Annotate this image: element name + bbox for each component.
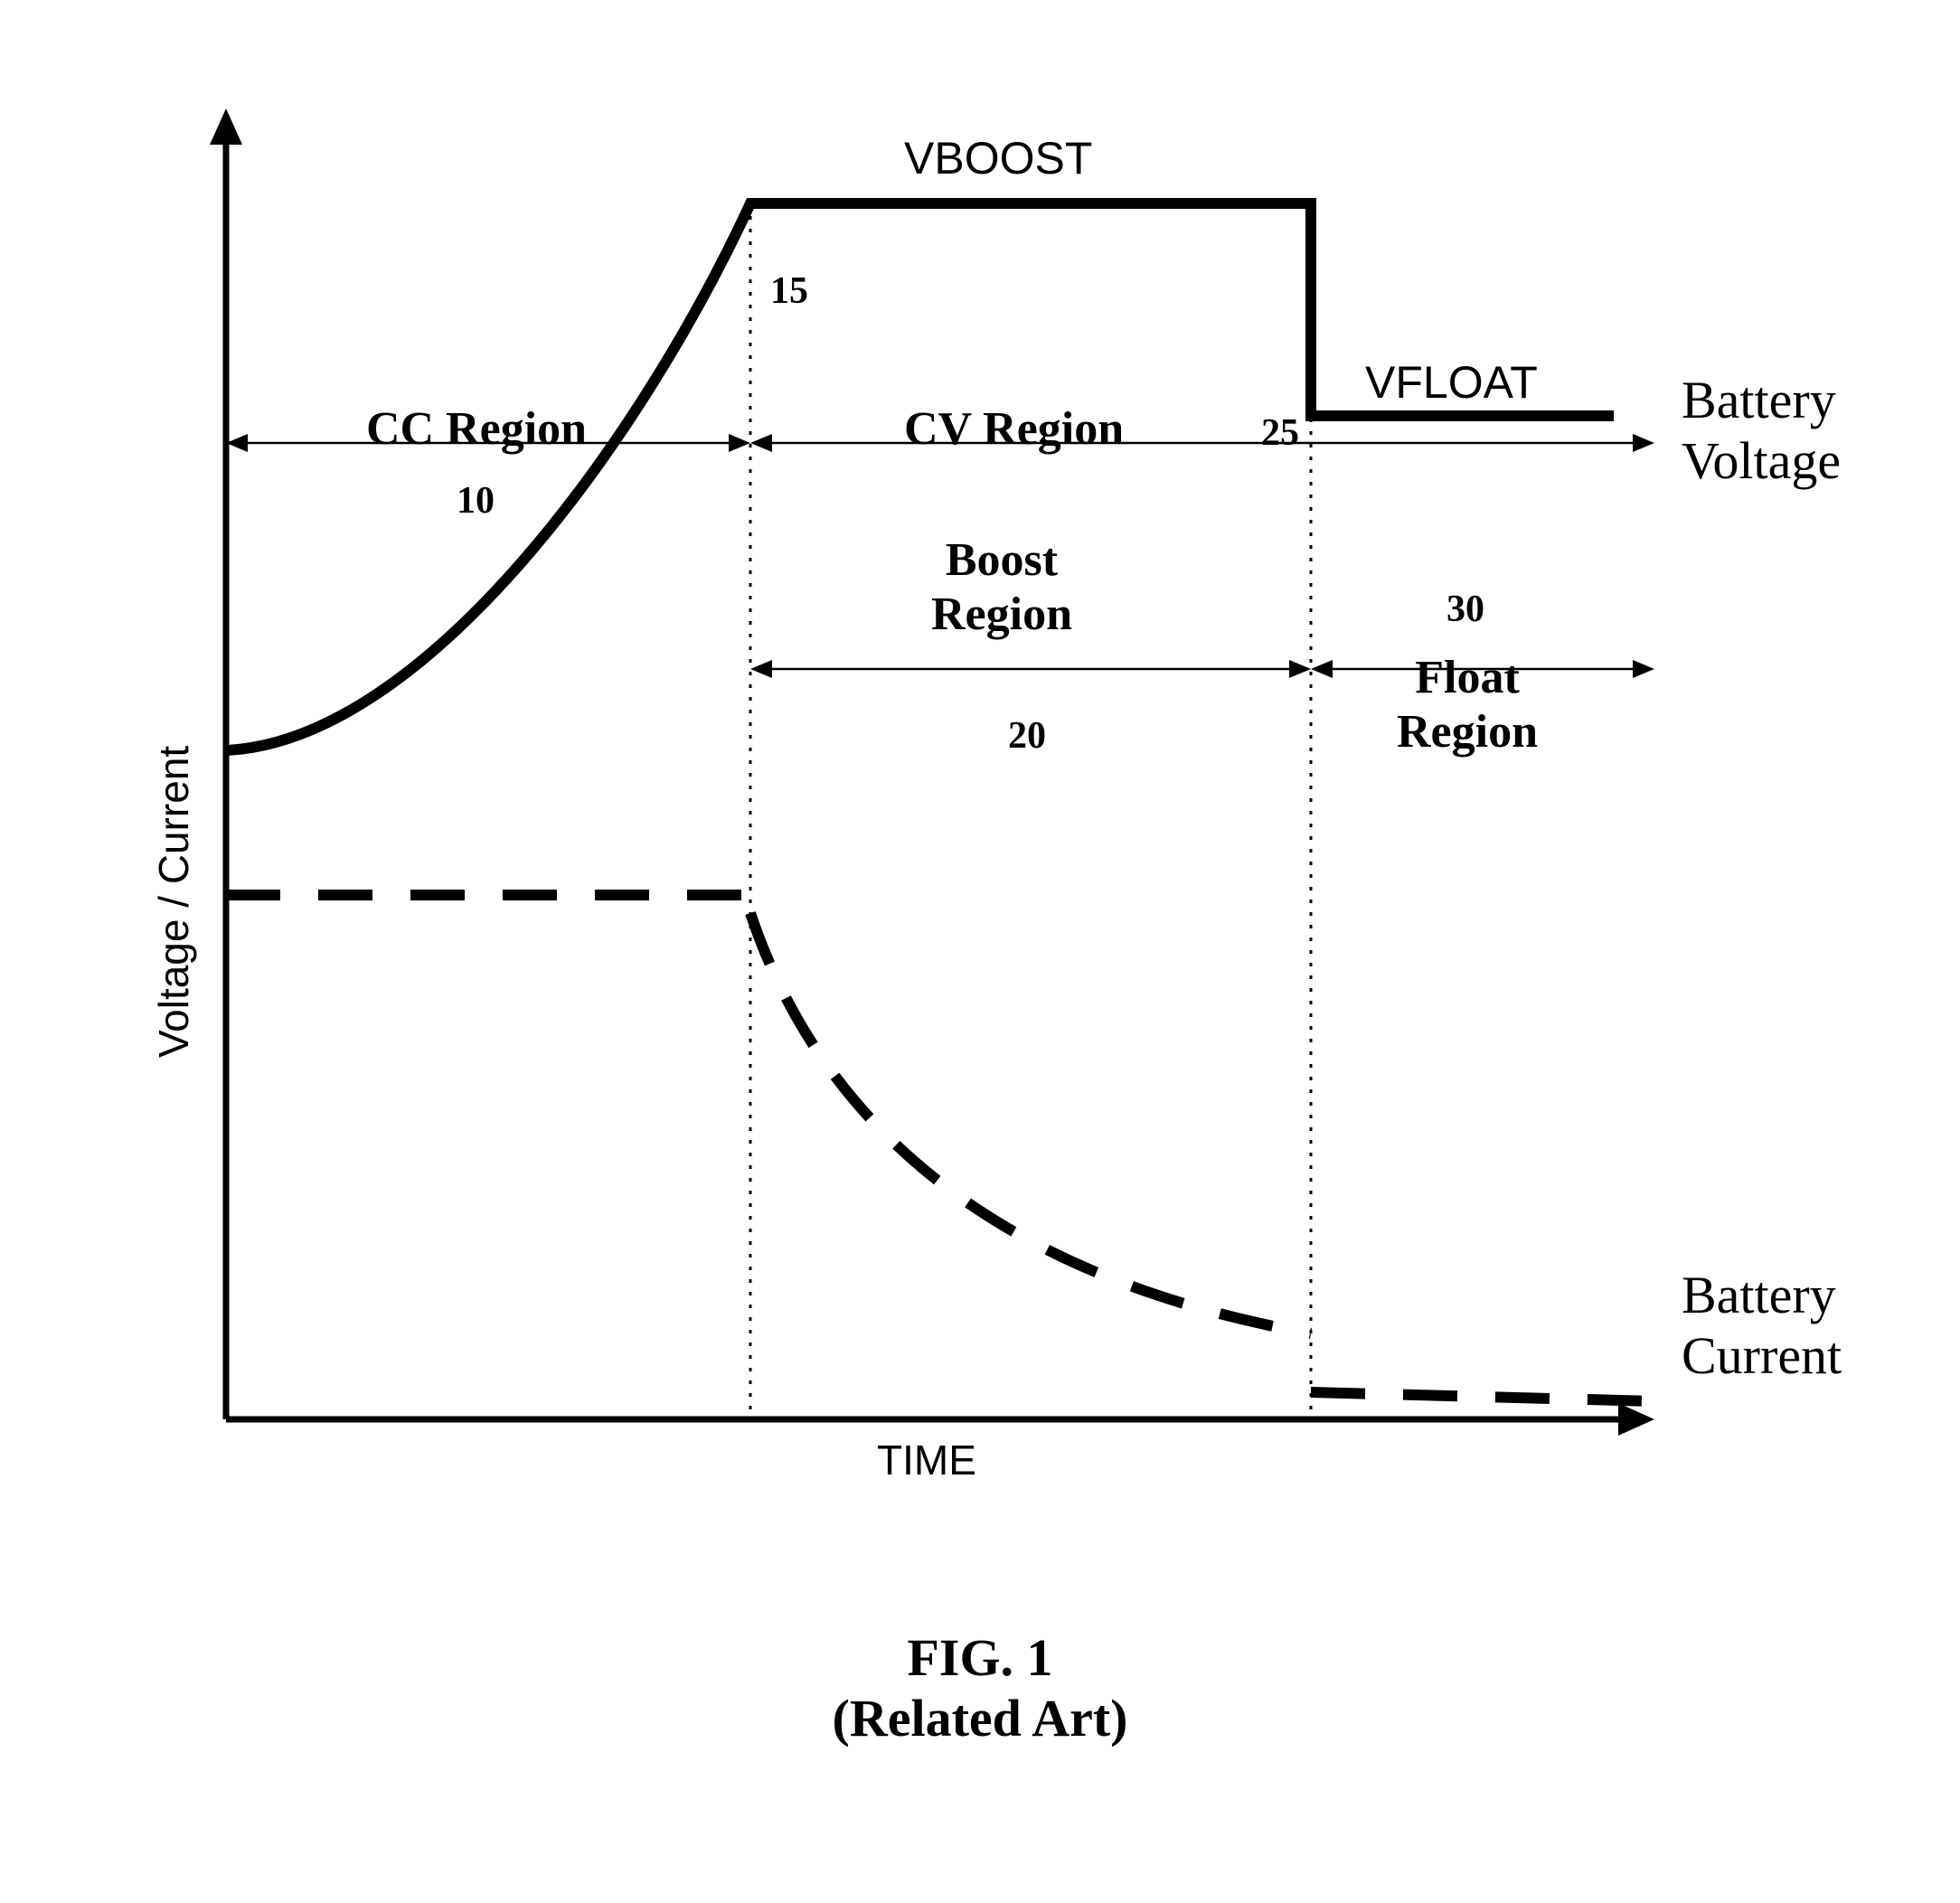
- ref-25: 25: [1261, 411, 1299, 455]
- chart-svg: [0, 0, 1960, 1903]
- ref-30: 30: [1446, 588, 1484, 631]
- battery-current-label: Battery Current: [1682, 1266, 1842, 1386]
- boost-region-label: Boost Region: [931, 533, 1072, 642]
- cc-region-label: CC Region: [366, 402, 587, 457]
- vfloat-label: VFLOAT: [1365, 357, 1538, 410]
- figure-caption-line2: (Related Art): [0, 1688, 1960, 1748]
- battery-voltage-label: Battery Voltage: [1682, 371, 1841, 491]
- ref-20: 20: [1008, 714, 1046, 758]
- y-axis-label: Voltage / Current: [149, 746, 198, 1058]
- ref-10: 10: [457, 479, 495, 523]
- x-axis-label: TIME: [877, 1436, 976, 1484]
- cv-region-label: CV Region: [904, 402, 1124, 457]
- figure-caption: FIG. 1 (Related Art): [0, 1627, 1960, 1748]
- float-region-label: Float Region: [1397, 651, 1538, 759]
- vboost-label: VBOOST: [904, 133, 1092, 185]
- figure-caption-line1: FIG. 1: [0, 1627, 1960, 1688]
- ref-15: 15: [770, 269, 808, 313]
